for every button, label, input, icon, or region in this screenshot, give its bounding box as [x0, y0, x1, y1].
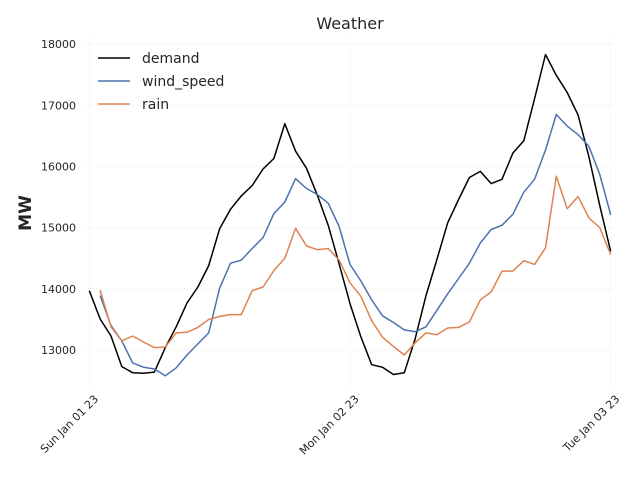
series-line-demand	[88, 53, 612, 376]
y-tick-label: 18000	[41, 38, 76, 51]
y-tick-label: 14000	[41, 283, 76, 296]
legend-label-demand: demand	[142, 51, 199, 67]
series-line-rain	[99, 175, 612, 356]
grid	[86, 38, 615, 388]
legend-label-wind-speed: wind_speed	[142, 74, 224, 90]
chart-title: Weather	[316, 14, 384, 33]
y-axis-label: MW	[16, 195, 36, 231]
series-line-wind-speed	[99, 113, 612, 377]
y-tick-label: 17000	[41, 99, 76, 112]
legend-label-rain: rain	[142, 97, 169, 113]
y-tick-label: 16000	[41, 160, 76, 173]
y-tick-label: 13000	[41, 344, 76, 357]
series-group	[88, 53, 612, 377]
y-ticks: 13000 14000 15000 16000 17000 18000	[41, 38, 76, 357]
y-tick-label: 15000	[41, 222, 76, 235]
